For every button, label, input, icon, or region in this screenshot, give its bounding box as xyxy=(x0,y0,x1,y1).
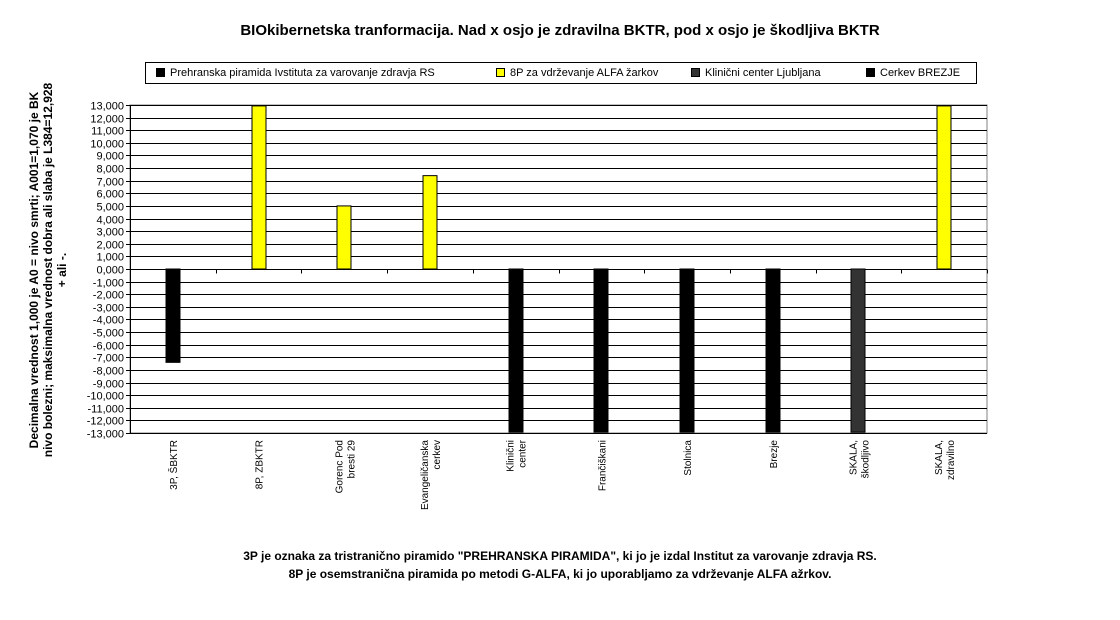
y-tick-label: -11,000 xyxy=(88,404,125,416)
legend-swatch xyxy=(691,67,700,77)
y-tick-label: 4,000 xyxy=(96,215,124,227)
legend-swatch xyxy=(866,67,875,77)
y-tick-label: 5,000 xyxy=(96,202,124,214)
legend-label: Klinični center Ljubljana xyxy=(705,67,821,79)
y-tick-label: 6,000 xyxy=(96,189,124,201)
y-tick-label: -10,000 xyxy=(87,391,124,403)
y-tick-label: 11,000 xyxy=(91,126,124,138)
footnote-line-1: 3P je oznaka za tristranično piramido "P… xyxy=(243,549,877,563)
x-tick-label: SKALA,škodljivo xyxy=(848,440,871,479)
x-tick-label: SKALA,zdravilno xyxy=(934,440,957,480)
y-tick-label: 1,000 xyxy=(96,252,124,264)
bar xyxy=(850,268,866,433)
legend-swatch xyxy=(496,67,505,77)
x-tick-label: 8P, ZBKTR xyxy=(255,440,266,489)
legend-item: 8P za vdrževanje ALFA žarkov xyxy=(496,67,658,79)
y-tick-label: -4,000 xyxy=(93,315,124,327)
y-tick-label: 12,000 xyxy=(90,114,124,126)
x-tick-label: Gorenc Podbresti 29 xyxy=(334,440,357,494)
y-tick-label: 3,000 xyxy=(96,227,124,239)
y-tick-label: 7,000 xyxy=(96,177,124,189)
bar xyxy=(508,268,524,433)
footnote-line-2: 8P je osemstranična piramida po metodi G… xyxy=(288,567,832,581)
y-tick-label: -3,000 xyxy=(93,303,124,315)
bar xyxy=(936,105,952,270)
x-tick-label: Kliničnicenter xyxy=(506,439,529,471)
y-tick-label: -1,000 xyxy=(93,278,124,290)
legend-label: 8P za vdrževanje ALFA žarkov xyxy=(510,67,659,79)
bar xyxy=(422,175,438,270)
y-tick-label: 2,000 xyxy=(96,240,124,252)
chart-title: BIOkibernetska tranformacija. Nad x osjo… xyxy=(240,22,880,39)
bar xyxy=(765,268,781,433)
y-tick-label: 8,000 xyxy=(96,164,124,176)
y-tick-label: -12,000 xyxy=(87,416,124,428)
x-tick-label: Frančiškani xyxy=(597,440,608,491)
legend-swatch xyxy=(156,67,165,77)
y-tick-label: -13,000 xyxy=(87,429,124,441)
bar xyxy=(679,268,695,433)
bar xyxy=(593,268,609,433)
bar xyxy=(165,268,181,363)
bar xyxy=(251,105,267,270)
y-tick-label: -8,000 xyxy=(93,366,124,378)
y-tick-label: -2,000 xyxy=(93,290,124,302)
y-tick-label: 0,000 xyxy=(96,265,124,277)
legend-item: Prehranska piramida Ivstituta za varovan… xyxy=(156,67,435,79)
x-tick-label: Brezje xyxy=(769,440,780,469)
y-tick-label: -9,000 xyxy=(93,379,124,391)
legend: Prehranska piramida Ivstituta za varovan… xyxy=(145,62,977,84)
y-tick-label: -5,000 xyxy=(93,328,124,340)
legend-item: Cerkev BREZJE xyxy=(866,67,960,79)
bar xyxy=(336,205,352,270)
y-tick-label: -7,000 xyxy=(93,353,124,365)
y-tick-label: 10,000 xyxy=(90,139,124,151)
x-tick-label: Stolnica xyxy=(683,440,694,476)
y-tick-label: 13,000 xyxy=(90,101,124,113)
y-tick-label: -6,000 xyxy=(93,341,124,353)
legend-item: Klinični center Ljubljana xyxy=(691,67,821,79)
x-tick-label: Evangeličanskacerkev xyxy=(420,440,443,510)
legend-label: Cerkev BREZJE xyxy=(880,67,961,79)
y-tick-label: 9,000 xyxy=(96,151,124,163)
x-tick-label: 3P, ŠBKTR xyxy=(167,440,180,490)
legend-label: Prehranska piramida Ivstituta za varovan… xyxy=(170,67,435,79)
